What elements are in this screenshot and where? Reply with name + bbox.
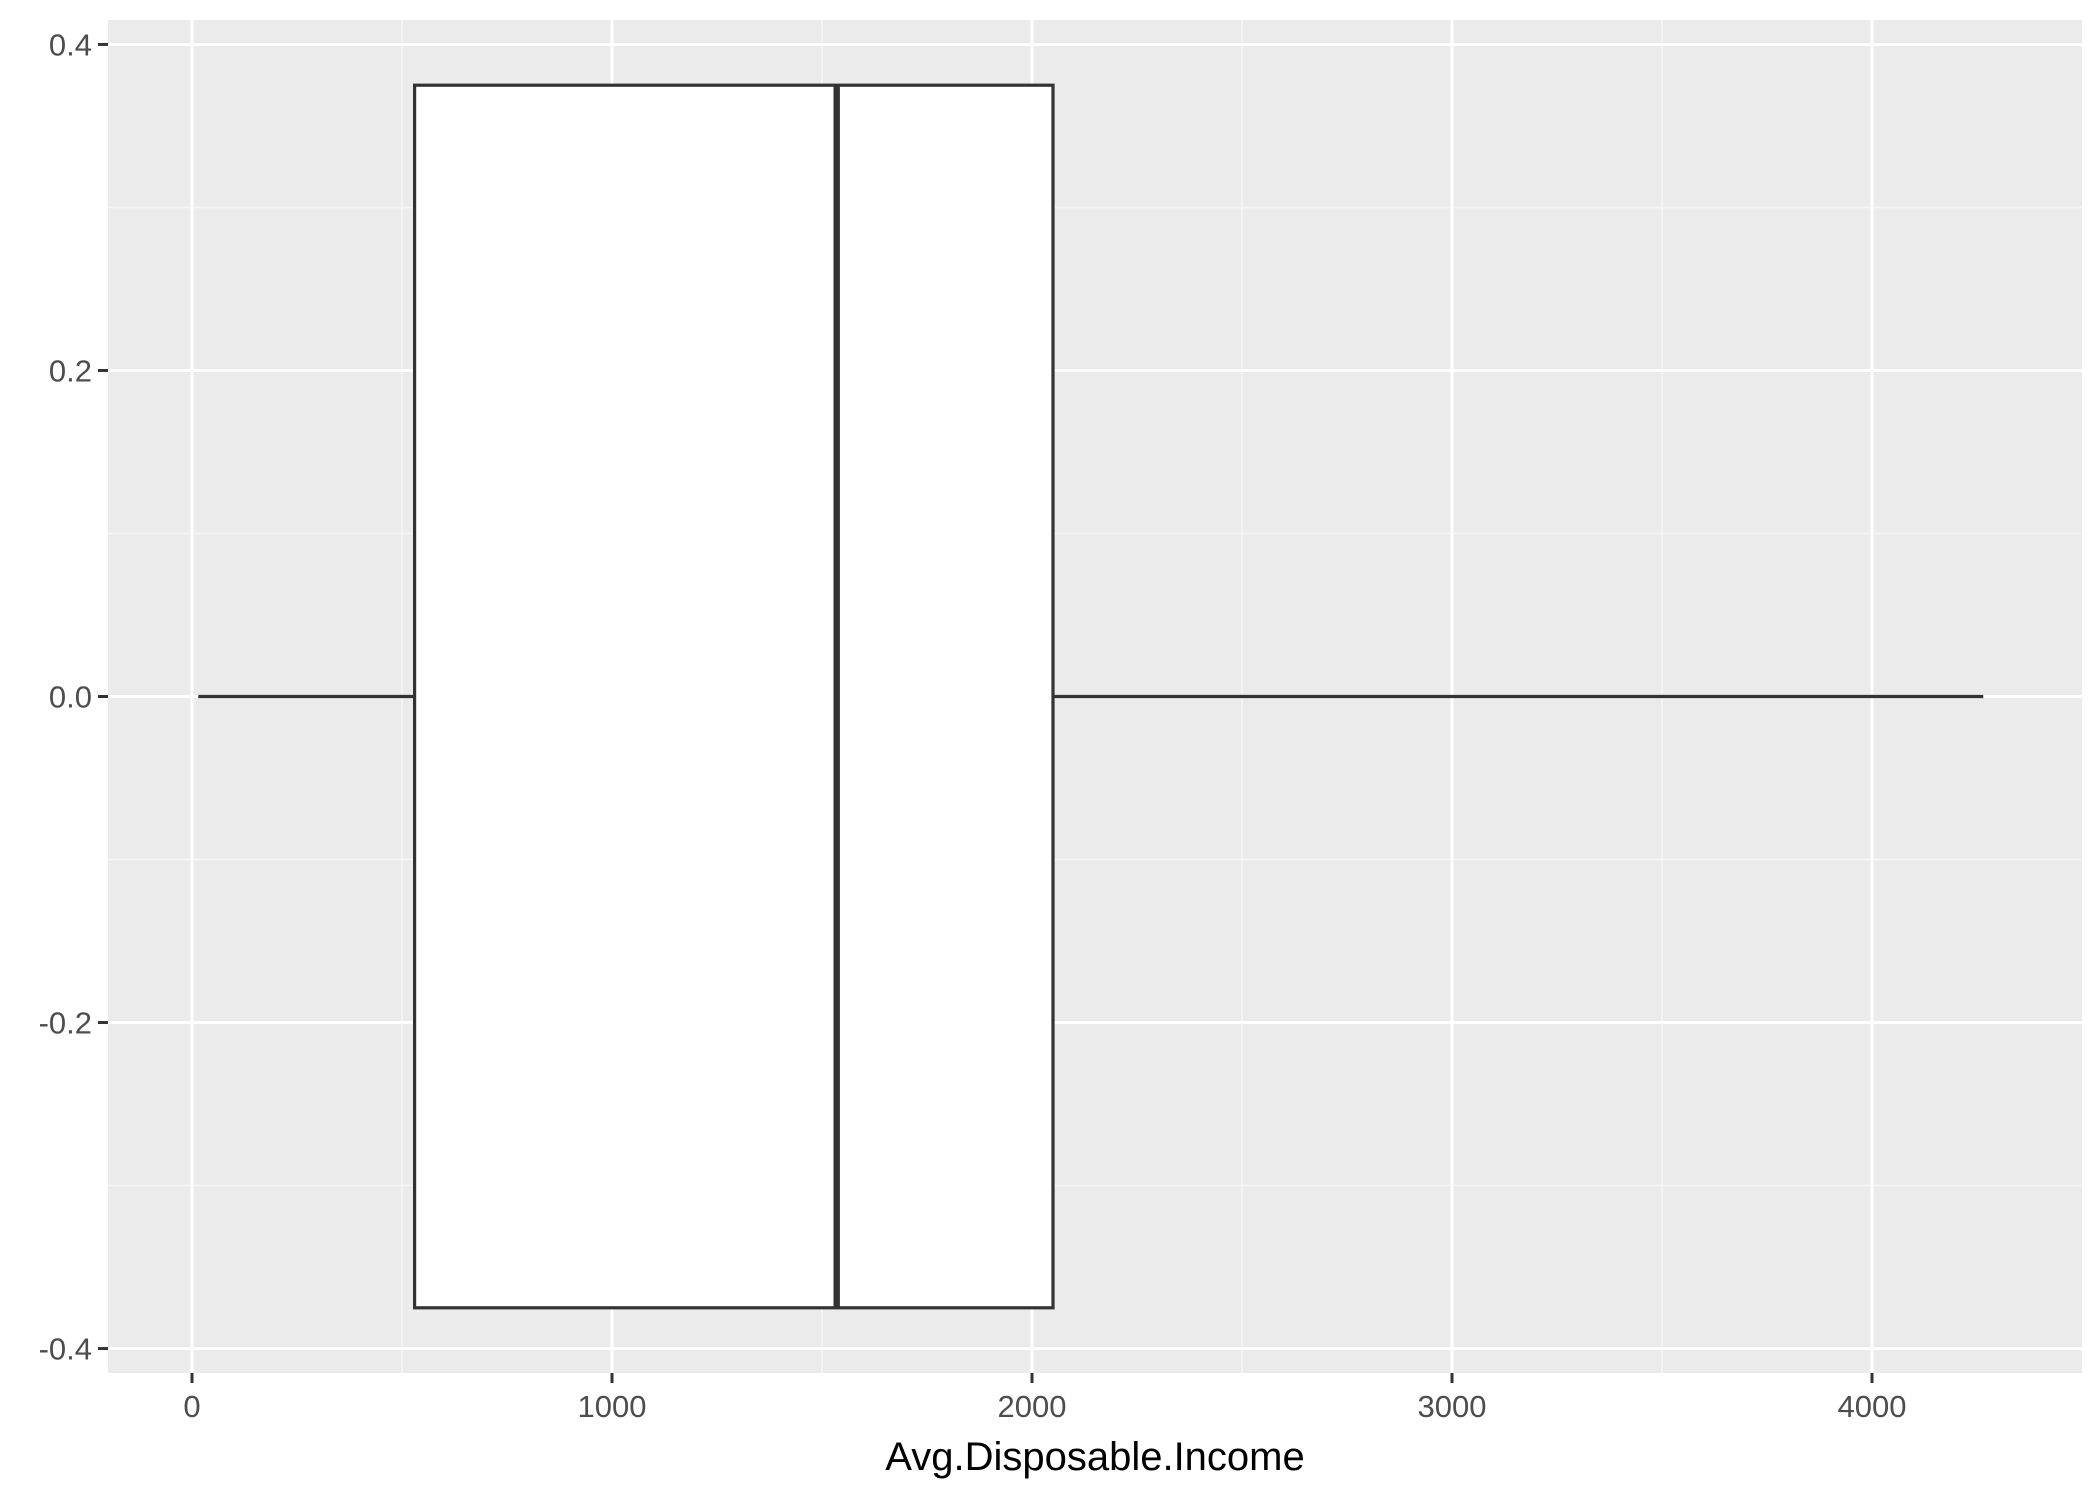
y-axis: 0.4 0.2 0.0 -0.2 -0.4 [39,27,108,1367]
y-tick-label: -0.4 [39,1332,92,1367]
x-tick-label: 4000 [1838,1389,1907,1424]
y-tick-label: 0.2 [49,353,92,388]
x-tick-label: 2000 [998,1389,1067,1424]
box-iqr [413,83,1055,1310]
x-axis: 0 1000 2000 3000 4000 [183,1373,1906,1424]
y-tick-label: -0.2 [39,1006,92,1041]
y-tick-label: 0.0 [49,680,92,715]
x-tick-label: 0 [183,1389,200,1424]
x-tick-label: 3000 [1418,1389,1487,1424]
x-tick-label: 1000 [578,1389,647,1424]
boxplot-marks [198,83,1984,1310]
x-axis-title: Avg.Disposable.Income [885,1435,1305,1479]
y-tick-label: 0.4 [49,27,92,62]
